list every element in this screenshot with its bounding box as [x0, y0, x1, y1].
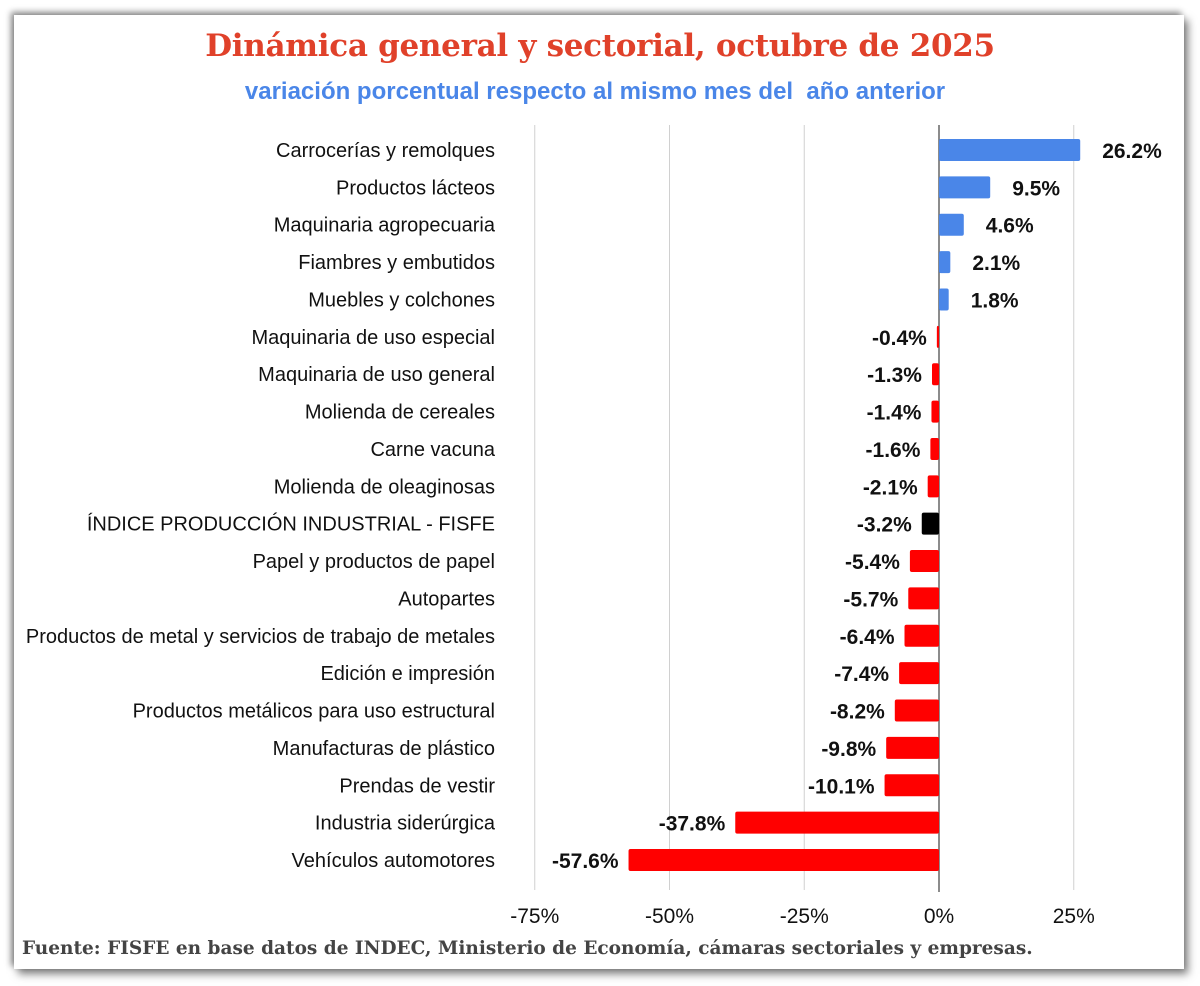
data-label: -1.4%: [867, 402, 922, 425]
data-label: -1.6%: [866, 439, 921, 462]
category-label: Manufacturas de plástico: [273, 738, 495, 760]
bar: [931, 363, 939, 386]
category-label: Carrocerías y remolques: [276, 140, 495, 162]
category-label: Muebles y colchones: [308, 289, 495, 311]
bar: [899, 662, 939, 685]
data-label: 1.8%: [971, 289, 1019, 312]
category-label: Autopartes: [398, 588, 495, 610]
category-label: Vehículos automotores: [292, 850, 495, 872]
bar: [939, 176, 991, 199]
x-tick-label: 0%: [924, 905, 954, 928]
data-label: -5.7%: [843, 588, 898, 611]
bar: [931, 400, 939, 423]
category-label: Productos metálicos para uso estructural: [133, 701, 495, 723]
x-tick-label: 25%: [1053, 905, 1095, 928]
bar: [939, 213, 964, 236]
category-label: Molienda de cereales: [305, 402, 495, 424]
bar: [735, 811, 939, 834]
chart-title: Dinámica general y sectorial, octubre de…: [205, 28, 995, 64]
bar: [930, 437, 939, 460]
bar: [884, 774, 939, 797]
category-label: Industria siderúrgica: [315, 813, 496, 835]
chart-card: [14, 15, 1184, 969]
bar: [628, 849, 939, 871]
bar: [886, 736, 939, 759]
data-label: 9.5%: [1012, 177, 1060, 200]
category-label: Productos de metal y servicios de trabaj…: [26, 626, 495, 648]
source-note: Fuente: FISFE en base datos de INDEC, Mi…: [22, 938, 1033, 959]
x-tick-label: -50%: [645, 905, 694, 928]
category-label: Carne vacuna: [370, 439, 495, 461]
data-label: -9.8%: [821, 738, 876, 761]
category-label: Edición e impresión: [320, 663, 495, 685]
bar: [921, 512, 939, 535]
data-label: -0.4%: [872, 327, 927, 350]
data-label: 2.1%: [972, 252, 1020, 275]
category-label: Productos lácteos: [336, 177, 495, 199]
data-label: -8.2%: [830, 701, 885, 724]
data-label: 4.6%: [986, 215, 1034, 238]
bar: [908, 587, 939, 610]
bar: [904, 624, 939, 647]
bar: [927, 475, 939, 498]
bar: [894, 699, 939, 722]
category-label: Maquinaria de uso especial: [252, 327, 496, 349]
data-label: -2.1%: [863, 476, 918, 499]
category-label: Papel y productos de papel: [253, 551, 495, 573]
category-label: ÍNDICE PRODUCCIÓN INDUSTRIAL - FISFE: [87, 513, 495, 536]
category-label: Fiambres y embutidos: [298, 252, 495, 274]
data-label: -10.1%: [808, 775, 875, 798]
bar: [909, 550, 939, 573]
category-label: Maquinaria agropecuaria: [274, 215, 496, 237]
data-label: -5.4%: [845, 551, 900, 574]
bar: [939, 288, 949, 311]
data-label: -6.4%: [840, 626, 895, 649]
bar: [939, 139, 1081, 161]
bar: [939, 251, 951, 274]
data-label: -1.3%: [867, 364, 922, 387]
data-label: -57.6%: [552, 850, 619, 873]
category-label: Maquinaria de uso general: [258, 364, 495, 386]
x-tick-label: -25%: [780, 905, 829, 928]
category-label: Prendas de vestir: [339, 775, 495, 797]
bar: [936, 325, 939, 348]
chart-subtitle: variación porcentual respecto al mismo m…: [244, 78, 946, 105]
data-label: -3.2%: [857, 514, 912, 537]
data-label: 26.2%: [1102, 140, 1162, 163]
data-label: -7.4%: [834, 663, 889, 686]
data-label: -37.8%: [659, 813, 726, 836]
x-tick-label: -75%: [510, 905, 559, 928]
category-label: Molienda de oleaginosas: [274, 476, 495, 498]
